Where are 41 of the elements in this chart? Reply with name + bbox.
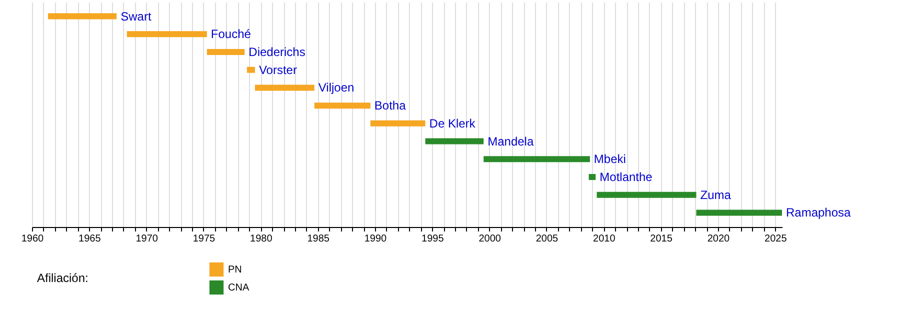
bar [588, 174, 596, 180]
x-tick-label: 2010 [593, 234, 616, 244]
bar [596, 192, 696, 198]
y-tick-label: Vorster [258, 62, 297, 77]
bar [314, 102, 370, 109]
y-tick-label: Botha [374, 98, 406, 113]
y-tick-label: De Klerk [429, 116, 476, 130]
bar [206, 49, 245, 55]
x-tick-label: 1975 [192, 234, 216, 244]
x-tick-label: 2025 [764, 234, 788, 244]
y-tick-label: Motlanthe [600, 170, 653, 184]
legend-label: CNA [228, 282, 250, 294]
x-tick-label: 2000 [478, 234, 502, 244]
x-tick-label: 2020 [707, 234, 730, 244]
y-tick-label: Ramaphosa [786, 206, 852, 220]
bar [370, 120, 426, 126]
bar [484, 156, 590, 162]
y-tick-label: Zuma [700, 188, 732, 202]
bar [126, 31, 207, 38]
bar [696, 210, 782, 216]
x-tick-label: 2015 [650, 234, 673, 244]
y-tick-label: Mbeki [594, 152, 626, 166]
x-tick-label: 1965 [78, 234, 102, 244]
x-tick-label: 1990 [364, 234, 388, 244]
x-tick-label: 1985 [307, 234, 330, 244]
y-tick-label: Mandela [488, 134, 534, 148]
x-tick-label: 1960 [21, 234, 44, 244]
legend-label: PN [228, 264, 242, 276]
y-tick-label: Swart [120, 9, 152, 24]
bar [246, 66, 255, 73]
y-tick-label: Viljoen [318, 80, 354, 95]
x-tick-label: 1995 [422, 234, 444, 244]
x-tick-label: 1970 [136, 234, 158, 244]
y-tick-label: Diederichs [248, 45, 306, 59]
x-tick-label: 1980 [250, 234, 273, 244]
legend-title: Afiliación: [37, 271, 88, 285]
bar [48, 13, 117, 20]
bar [254, 84, 314, 91]
y-tick-label: Fouché [210, 27, 252, 42]
bar [425, 138, 484, 144]
x-tick-label: 2005 [536, 234, 559, 244]
